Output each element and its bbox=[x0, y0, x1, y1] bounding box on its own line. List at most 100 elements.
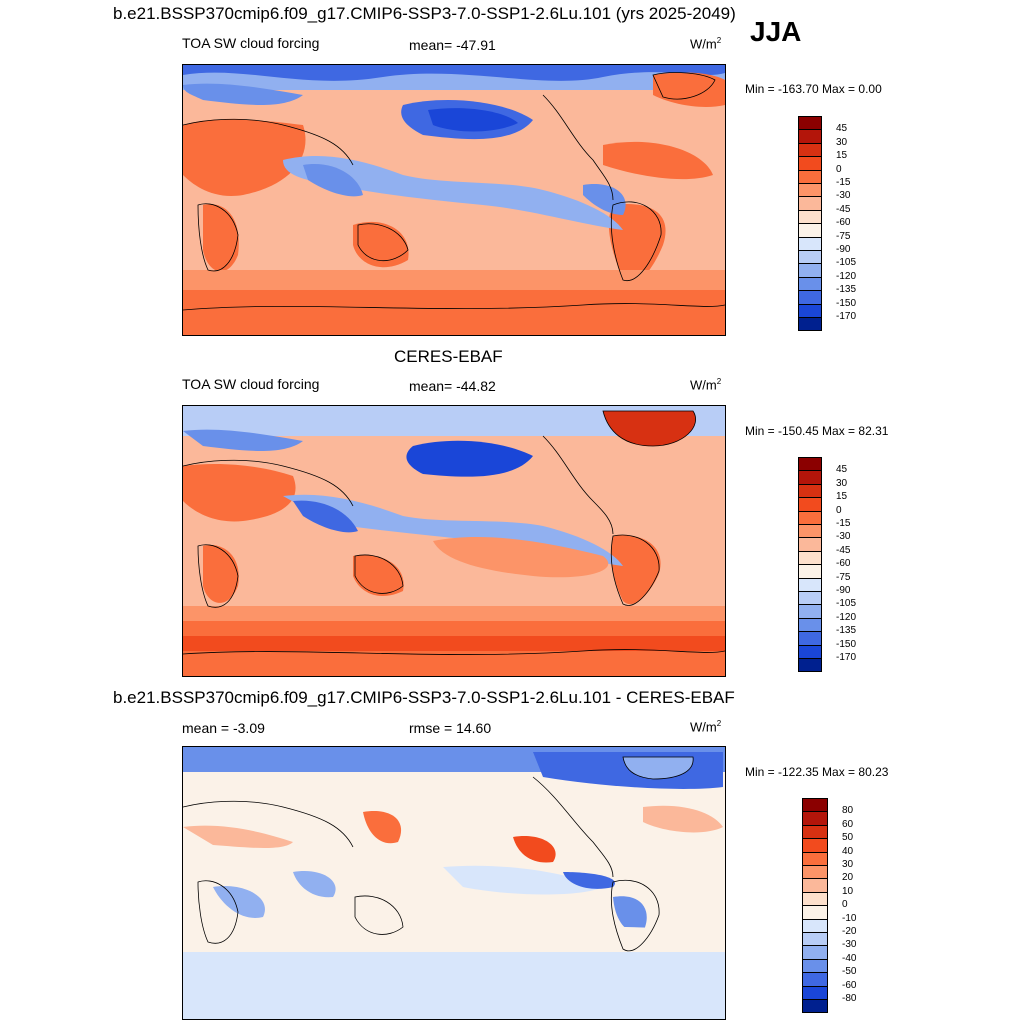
colorbar-swatch bbox=[802, 865, 828, 880]
colorbar-tick-label: -105 bbox=[836, 598, 857, 610]
panel1-map bbox=[182, 64, 726, 336]
colorbar-tick-label: 0 bbox=[836, 163, 842, 175]
colorbar-swatch bbox=[798, 290, 822, 305]
colorbar-tick-label: 0 bbox=[842, 899, 848, 911]
colorbar-swatch bbox=[798, 142, 822, 158]
colorbar-tick-label: -60 bbox=[836, 558, 851, 570]
colorbar-swatch bbox=[802, 798, 828, 813]
colorbar-tick-label: -30 bbox=[836, 531, 851, 543]
colorbar-swatch bbox=[798, 457, 822, 472]
panel3-map-field bbox=[183, 747, 725, 1019]
colorbar-swatch bbox=[798, 617, 822, 633]
colorbar-swatch bbox=[802, 851, 828, 866]
colorbar-swatch bbox=[802, 838, 828, 853]
panel3-title: b.e21.BSSP370cmip6.f09_g17.CMIP6-SSP3-7.… bbox=[113, 688, 735, 707]
colorbar-swatch bbox=[802, 958, 828, 974]
colorbar-swatch bbox=[798, 644, 822, 659]
colorbar-tick-label: -120 bbox=[836, 611, 857, 623]
colorbar-tick-label: -80 bbox=[842, 993, 857, 1004]
panel1-mean-label: mean= -47.91 bbox=[409, 37, 496, 53]
colorbar-tick-label: -45 bbox=[836, 544, 851, 556]
colorbar-tick-label: -45 bbox=[836, 203, 851, 215]
panel3-map bbox=[182, 746, 726, 1020]
colorbar-tick-label: 15 bbox=[836, 150, 848, 162]
colorbar-swatch bbox=[798, 236, 822, 251]
colorbar-tick-label: 30 bbox=[836, 136, 848, 148]
colorbar-swatch bbox=[802, 918, 828, 933]
colorbar-swatch bbox=[798, 196, 822, 211]
season-label: JJA bbox=[750, 16, 802, 47]
colorbar-tick-label: 80 bbox=[842, 805, 854, 817]
panel1-units: W/m2 bbox=[690, 36, 722, 52]
panel2-mean-label: mean= -44.82 bbox=[409, 378, 496, 394]
colorbar-swatch bbox=[802, 891, 828, 907]
colorbar-swatch bbox=[798, 631, 822, 646]
colorbar-tick-label: -90 bbox=[836, 585, 851, 596]
colorbar-tick-label: -30 bbox=[836, 190, 851, 202]
colorbar-tick-label: -135 bbox=[836, 284, 857, 296]
colorbar-swatch bbox=[798, 483, 822, 499]
colorbar-tick-label: -135 bbox=[836, 625, 857, 637]
figure-title: b.e21.BSSP370cmip6.f09_g17.CMIP6-SSP3-7.… bbox=[113, 4, 736, 23]
colorbar-swatch bbox=[798, 470, 822, 485]
colorbar-swatch bbox=[802, 824, 828, 840]
colorbar-tick-label: -75 bbox=[836, 571, 851, 583]
colorbar-swatch bbox=[798, 116, 822, 131]
colorbar-swatch bbox=[798, 223, 822, 238]
colorbar-swatch bbox=[798, 658, 822, 673]
colorbar-swatch bbox=[798, 129, 822, 144]
colorbar-tick-label: 30 bbox=[836, 477, 848, 489]
colorbar-swatch bbox=[798, 577, 822, 592]
colorbar-tick-label: 45 bbox=[836, 123, 848, 135]
colorbar-tick-label: -60 bbox=[836, 217, 851, 229]
panel2-minmax: Min = -150.45 Max = 82.31 bbox=[745, 424, 889, 438]
colorbar-tick-label: -170 bbox=[836, 311, 857, 322]
colorbar-tick-label: -120 bbox=[836, 270, 857, 282]
colorbar-swatch bbox=[798, 497, 822, 512]
colorbar-swatch bbox=[798, 510, 822, 525]
colorbar-tick-label: 50 bbox=[842, 832, 854, 844]
colorbar-swatch bbox=[798, 564, 822, 579]
colorbar-tick-label: -40 bbox=[842, 952, 857, 964]
colorbar-tick-label: 60 bbox=[842, 818, 854, 830]
colorbar-swatch bbox=[802, 905, 828, 920]
colorbar-tick-label: -105 bbox=[836, 257, 857, 269]
colorbar-swatch bbox=[798, 524, 822, 539]
colorbar-swatch bbox=[802, 932, 828, 947]
colorbar-swatch bbox=[798, 250, 822, 265]
colorbar-tick-label: 15 bbox=[836, 491, 848, 503]
colorbar-swatch bbox=[802, 811, 828, 826]
colorbar-tick-label: -15 bbox=[836, 518, 851, 529]
colorbar-tick-label: 0 bbox=[836, 504, 842, 516]
panel1-map-field bbox=[183, 65, 725, 335]
panel2-map-field bbox=[183, 406, 725, 676]
panel3-rmse-label: rmse = 14.60 bbox=[409, 720, 492, 736]
colorbar-swatch bbox=[798, 183, 822, 198]
panel1-variable-label: TOA SW cloud forcing bbox=[182, 35, 320, 51]
colorbar-swatch bbox=[798, 591, 822, 606]
colorbar-tick-label: 30 bbox=[842, 859, 854, 870]
colorbar-tick-label: 10 bbox=[842, 885, 854, 897]
colorbar-swatch bbox=[798, 263, 822, 278]
panel3-units: W/m2 bbox=[690, 719, 722, 735]
colorbar-swatch bbox=[802, 945, 828, 960]
panel2-title: CERES-EBAF bbox=[394, 347, 503, 366]
panel1-minmax: Min = -163.70 Max = 0.00 bbox=[745, 82, 882, 96]
colorbar-swatch bbox=[798, 537, 822, 552]
colorbar-swatch bbox=[798, 303, 822, 318]
colorbar-swatch bbox=[798, 550, 822, 566]
colorbar-swatch bbox=[798, 169, 822, 184]
colorbar-tick-label: -90 bbox=[836, 244, 851, 255]
colorbar-swatch bbox=[798, 604, 822, 619]
colorbar-tick-label: -30 bbox=[842, 939, 857, 951]
colorbar-tick-label: -10 bbox=[842, 912, 857, 924]
panel2-variable-label: TOA SW cloud forcing bbox=[182, 376, 320, 392]
colorbar-swatch bbox=[798, 156, 822, 171]
panel2-units: W/m2 bbox=[690, 377, 722, 393]
colorbar-tick-label: -150 bbox=[836, 638, 857, 650]
panel3-mean-label: mean = -3.09 bbox=[182, 720, 265, 736]
colorbar-swatch bbox=[802, 878, 828, 893]
colorbar-tick-label: -75 bbox=[836, 230, 851, 242]
colorbar-tick-label: -15 bbox=[836, 177, 851, 188]
colorbar-tick-label: 40 bbox=[842, 845, 854, 857]
